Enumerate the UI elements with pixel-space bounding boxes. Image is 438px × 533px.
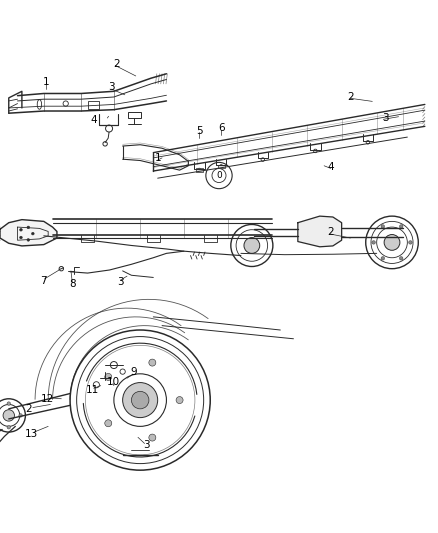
- Text: 2: 2: [25, 404, 32, 414]
- Bar: [128, 112, 141, 118]
- Text: 2: 2: [347, 92, 354, 102]
- Text: 3: 3: [143, 440, 150, 450]
- Text: 3: 3: [108, 83, 115, 92]
- Bar: [88, 101, 99, 109]
- Circle shape: [27, 226, 30, 229]
- Circle shape: [244, 238, 260, 253]
- Circle shape: [7, 425, 11, 429]
- Text: 7: 7: [40, 276, 47, 286]
- Circle shape: [20, 236, 22, 239]
- Text: 9: 9: [130, 367, 137, 377]
- Circle shape: [176, 397, 183, 403]
- Bar: [196, 168, 203, 172]
- Circle shape: [131, 391, 149, 409]
- Text: 3: 3: [117, 277, 124, 287]
- Polygon shape: [298, 216, 342, 247]
- Text: 2: 2: [327, 228, 334, 237]
- Text: 4: 4: [91, 115, 98, 125]
- Bar: [218, 165, 225, 168]
- Circle shape: [7, 402, 11, 405]
- Text: 1: 1: [154, 154, 161, 163]
- Text: 10: 10: [106, 377, 120, 387]
- Circle shape: [399, 256, 403, 260]
- Text: 5: 5: [196, 126, 203, 136]
- Circle shape: [32, 232, 34, 235]
- Circle shape: [149, 359, 156, 366]
- Circle shape: [123, 383, 158, 418]
- Circle shape: [105, 420, 112, 427]
- Circle shape: [20, 229, 22, 231]
- Circle shape: [372, 241, 375, 244]
- Circle shape: [105, 374, 112, 381]
- Circle shape: [149, 434, 156, 441]
- Circle shape: [19, 414, 22, 417]
- Circle shape: [409, 241, 412, 244]
- Text: 8: 8: [69, 279, 76, 289]
- Text: 6: 6: [218, 123, 225, 133]
- Circle shape: [27, 239, 30, 241]
- Circle shape: [3, 410, 14, 421]
- Circle shape: [399, 225, 403, 228]
- Polygon shape: [0, 220, 57, 246]
- Text: 11: 11: [85, 385, 99, 395]
- Text: 13: 13: [25, 429, 38, 439]
- Text: 3: 3: [382, 114, 389, 124]
- Circle shape: [381, 256, 385, 260]
- Text: 1: 1: [42, 77, 49, 87]
- Text: 0: 0: [216, 171, 222, 180]
- Text: 2: 2: [113, 59, 120, 69]
- Circle shape: [381, 225, 385, 228]
- Text: 12: 12: [41, 394, 54, 404]
- Text: 4: 4: [327, 161, 334, 172]
- Circle shape: [384, 235, 400, 251]
